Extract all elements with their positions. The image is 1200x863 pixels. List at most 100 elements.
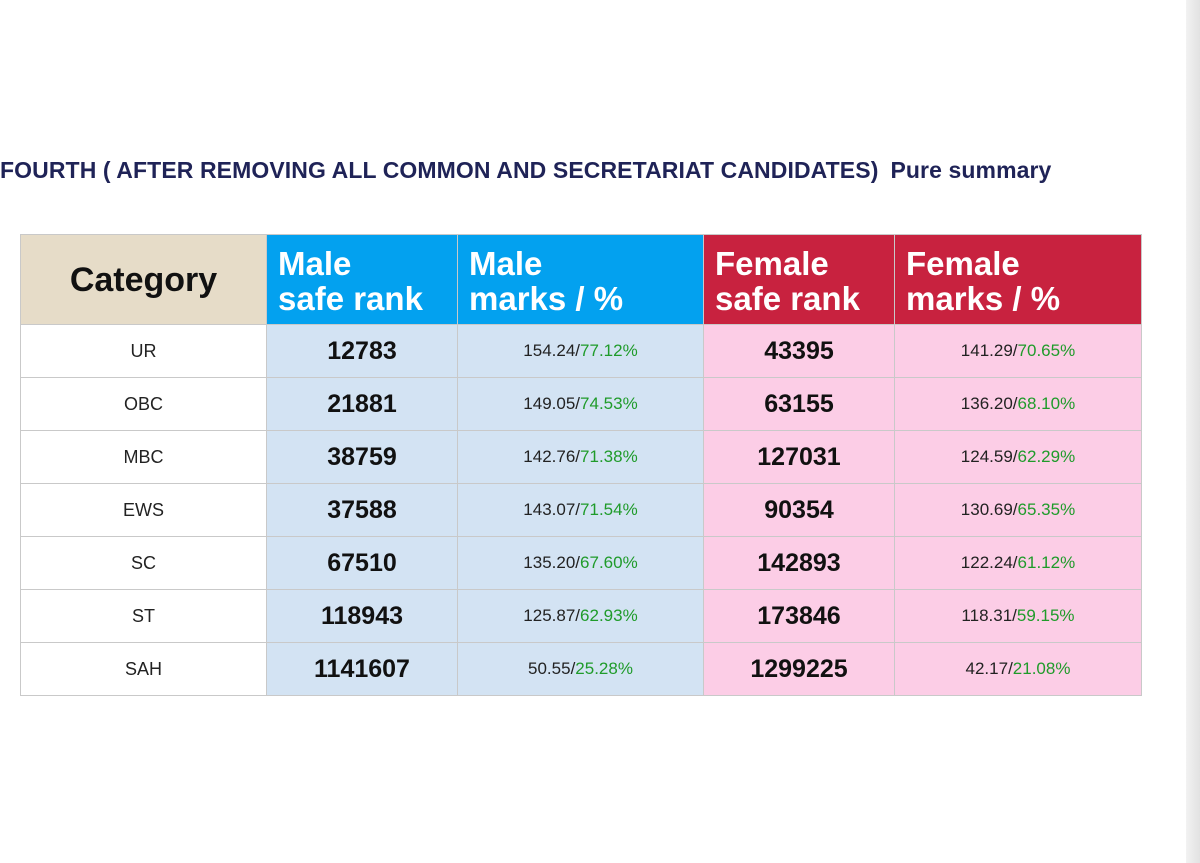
female-marks-cell: 42.17/21.08% (895, 643, 1142, 696)
heading-title: FOURTH ( AFTER REMOVING ALL COMMON AND S… (0, 157, 878, 183)
category-label: UR (131, 341, 157, 361)
female-rank-cell: 43395 (704, 325, 895, 378)
female-rank-cell: 142893 (704, 537, 895, 590)
header-female-marks: Female marks / % (895, 235, 1142, 325)
male-percent-value: 71.38% (580, 447, 638, 466)
male-marks-cell: 149.05/74.53% (458, 378, 704, 431)
male-safe-rank: 38759 (327, 443, 397, 471)
male-marks-value: 143.07 (523, 500, 575, 519)
category-label: MBC (124, 447, 164, 467)
female-marks-value: 136.20 (961, 394, 1013, 413)
male-rank-cell: 67510 (267, 537, 458, 590)
male-rank-cell: 37588 (267, 484, 458, 537)
table-row: MBC 38759 142.76/71.38% 127031 124.59/62.29% (21, 431, 1142, 484)
male-marks-value: 142.76 (523, 447, 575, 466)
category-cell: SAH (21, 643, 267, 696)
male-safe-rank: 37588 (327, 496, 397, 524)
category-label: EWS (123, 500, 164, 520)
female-safe-rank: 63155 (764, 390, 834, 418)
category-cell: ST (21, 590, 267, 643)
male-safe-rank: 21881 (327, 390, 397, 418)
female-marks-cell: 141.29/70.65% (895, 325, 1142, 378)
male-rank-cell: 38759 (267, 431, 458, 484)
female-rank-cell: 90354 (704, 484, 895, 537)
table-row: SC 67510 135.20/67.60% 142893 122.24/61.12% (21, 537, 1142, 590)
female-safe-rank: 43395 (764, 337, 834, 365)
female-marks-cell: 124.59/62.29% (895, 431, 1142, 484)
female-marks-value: 141.29 (961, 341, 1013, 360)
right-edge-shadow (1186, 0, 1200, 863)
male-safe-rank: 12783 (327, 337, 397, 365)
male-marks-cell: 135.20/67.60% (458, 537, 704, 590)
table-header-row: Category Male safe rank Male marks / % F… (21, 235, 1142, 325)
table-row: UR 12783 154.24/77.12% 43395 141.29/70.65% (21, 325, 1142, 378)
male-rank-cell: 21881 (267, 378, 458, 431)
male-rank-cell: 118943 (267, 590, 458, 643)
table-row: EWS 37588 143.07/71.54% 90354 130.69/65.35% (21, 484, 1142, 537)
female-marks-value: 42.17 (966, 659, 1009, 678)
male-marks-cell: 125.87/62.93% (458, 590, 704, 643)
female-marks-value: 118.31 (961, 606, 1012, 625)
category-label: OBC (124, 394, 163, 414)
female-marks-cell: 130.69/65.35% (895, 484, 1142, 537)
category-cell: OBC (21, 378, 267, 431)
male-marks-value: 154.24 (523, 341, 575, 360)
table-row: SAH 1141607 50.55/25.28% 1299225 42.17/21.08… (21, 643, 1142, 696)
female-marks-value: 130.69 (961, 500, 1013, 519)
category-cell: SC (21, 537, 267, 590)
table-row: OBC 21881 149.05/74.53% 63155 136.20/68.10% (21, 378, 1142, 431)
female-safe-rank: 90354 (764, 496, 834, 524)
female-percent-value: 21.08% (1013, 659, 1071, 678)
male-marks-cell: 154.24/77.12% (458, 325, 704, 378)
female-marks-value: 124.59 (961, 447, 1013, 466)
male-marks-cell: 142.76/71.38% (458, 431, 704, 484)
female-rank-cell: 63155 (704, 378, 895, 431)
header-male-marks: Male marks / % (458, 235, 704, 325)
female-safe-rank: 1299225 (750, 655, 847, 683)
male-percent-value: 62.93% (580, 606, 638, 625)
female-safe-rank: 142893 (757, 549, 840, 577)
summary-table: Category Male safe rank Male marks / % F… (20, 234, 1142, 696)
category-cell: MBC (21, 431, 267, 484)
category-label: SC (131, 553, 156, 573)
male-marks-value: 50.55 (528, 659, 571, 678)
header-category: Category (21, 235, 267, 325)
male-rank-cell: 12783 (267, 325, 458, 378)
female-percent-value: 59.15% (1017, 606, 1075, 625)
male-percent-value: 25.28% (575, 659, 633, 678)
heading-suffix: Pure summary (890, 157, 1051, 183)
female-percent-value: 65.35% (1018, 500, 1076, 519)
male-safe-rank: 1141607 (314, 655, 410, 683)
female-marks-value: 122.24 (961, 553, 1013, 572)
male-percent-value: 74.53% (580, 394, 638, 413)
female-percent-value: 62.29% (1018, 447, 1076, 466)
male-rank-cell: 1141607 (267, 643, 458, 696)
female-safe-rank: 173846 (757, 602, 840, 630)
male-percent-value: 71.54% (580, 500, 638, 519)
female-percent-value: 61.12% (1018, 553, 1076, 572)
female-safe-rank: 127031 (757, 443, 840, 471)
male-marks-cell: 50.55/25.28% (458, 643, 704, 696)
male-marks-value: 149.05 (523, 394, 575, 413)
female-marks-cell: 122.24/61.12% (895, 537, 1142, 590)
male-marks-cell: 143.07/71.54% (458, 484, 704, 537)
female-percent-value: 68.10% (1018, 394, 1076, 413)
female-marks-cell: 118.31/59.15% (895, 590, 1142, 643)
female-rank-cell: 173846 (704, 590, 895, 643)
male-marks-value: 135.20 (523, 553, 575, 572)
female-marks-cell: 136.20/68.10% (895, 378, 1142, 431)
category-cell: EWS (21, 484, 267, 537)
male-safe-rank: 118943 (321, 602, 403, 630)
female-percent-value: 70.65% (1018, 341, 1076, 360)
male-marks-value: 125.87 (523, 606, 575, 625)
category-cell: UR (21, 325, 267, 378)
header-male-safe-rank: Male safe rank (267, 235, 458, 325)
summary-heading: FOURTH ( AFTER REMOVING ALL COMMON AND S… (0, 153, 1186, 187)
table-row: ST 118943 125.87/62.93% 173846 118.31/59.15% (21, 590, 1142, 643)
male-safe-rank: 67510 (327, 549, 397, 577)
category-label: SAH (125, 659, 162, 679)
female-rank-cell: 127031 (704, 431, 895, 484)
category-label: ST (132, 606, 155, 626)
male-percent-value: 77.12% (580, 341, 638, 360)
header-female-safe-rank: Female safe rank (704, 235, 895, 325)
